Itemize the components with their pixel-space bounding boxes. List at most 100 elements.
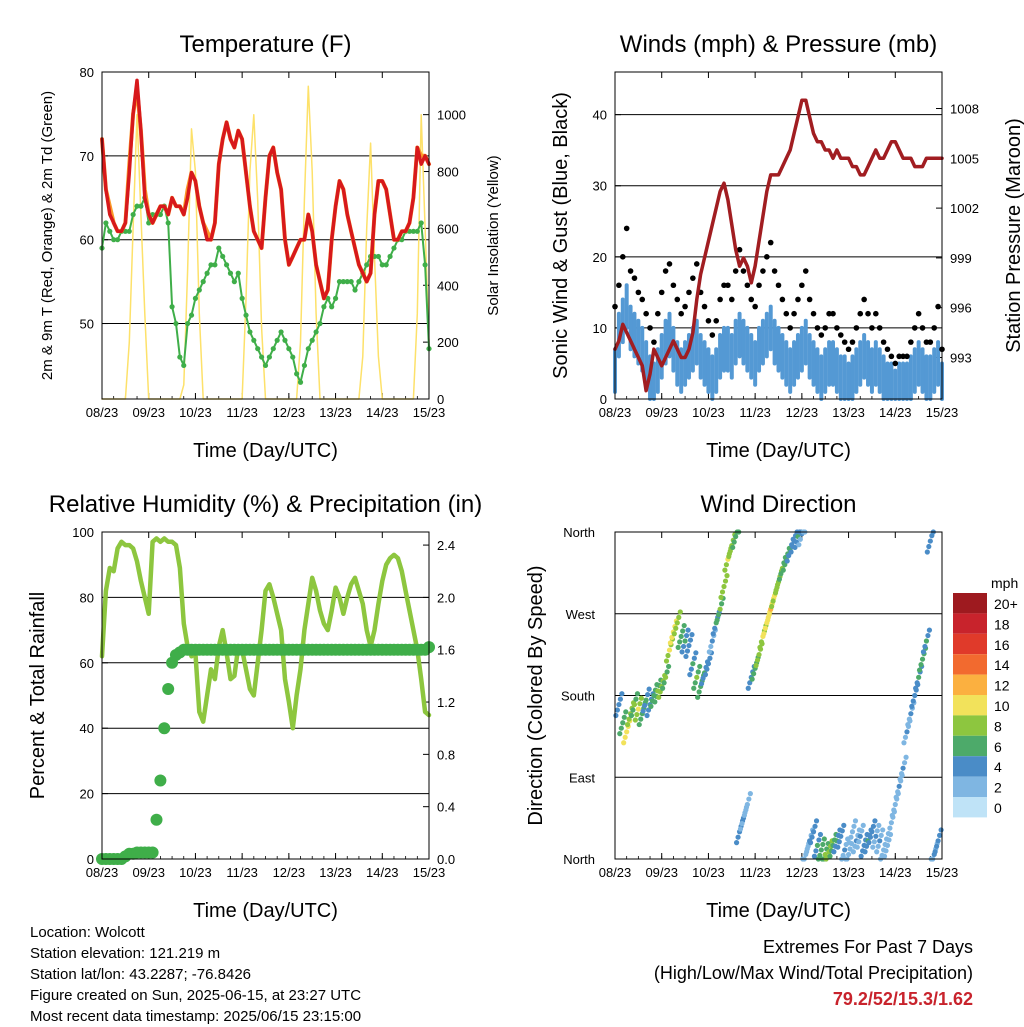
direction-point (733, 840, 740, 846)
gust-point (919, 325, 926, 331)
created-text: Figure created on Sun, 2025-06-15, at 23… (30, 987, 362, 1004)
colorbar-label: 18 (994, 616, 1010, 632)
direction-point (689, 632, 695, 638)
direction-point (690, 661, 696, 667)
direction-point (841, 822, 847, 828)
direction-point (702, 672, 709, 678)
direction-point (693, 650, 699, 656)
direction-point (867, 834, 874, 840)
direction-point (675, 644, 681, 650)
direction-point (880, 827, 886, 833)
x-tick-label: 13/23 (319, 405, 352, 420)
direction-point (835, 844, 841, 850)
direction-point (614, 707, 620, 713)
direction-point (908, 711, 914, 717)
direction-point (646, 686, 652, 692)
y-right-tick-label: 1.2 (437, 695, 455, 710)
gust-point (721, 282, 727, 289)
y-tick-label: 10 (593, 321, 607, 336)
gust-point (713, 318, 720, 324)
panel-title: Temperature (F) (179, 31, 351, 58)
direction-point (735, 834, 741, 840)
y-right-tick-label: 1005 (950, 151, 979, 166)
direction-point (872, 818, 878, 824)
y-right-tick-label: 2.0 (437, 590, 455, 605)
y-tick-label: 40 (593, 108, 607, 123)
extremes-subtitle: (High/Low/Max Wind/Total Precipitation) (653, 963, 973, 983)
direction-point (870, 823, 877, 829)
x-tick-label: 12/23 (273, 865, 306, 880)
gust-point (674, 296, 681, 303)
direction-point (619, 691, 625, 697)
direction-point (892, 801, 898, 808)
direction-point (920, 649, 927, 655)
direction-point (891, 807, 897, 813)
direction-point (831, 849, 837, 855)
series-2m-temp-line (100, 78, 431, 301)
x-tick-label: 09/23 (132, 405, 165, 420)
panel-title: Wind Direction (700, 491, 856, 518)
direction-point (818, 847, 824, 853)
direction-point (913, 685, 919, 691)
y-tick-label: 20 (80, 787, 94, 802)
direction-point (686, 642, 692, 649)
x-tick-label: 13/23 (832, 865, 865, 880)
direction-point (643, 697, 649, 703)
direction-point (617, 696, 623, 702)
direction-point (644, 712, 650, 719)
direction-point (692, 680, 698, 686)
direction-point (766, 612, 772, 618)
colorbar-swatch (953, 715, 987, 736)
gust-point (682, 303, 688, 310)
y-tick-label: 0 (87, 852, 94, 867)
gust-point (810, 310, 817, 317)
direction-point (676, 614, 682, 620)
colorbar-swatch (953, 776, 987, 797)
x-tick-label: 13/23 (319, 865, 352, 880)
colorbar-label: 10 (994, 698, 1010, 714)
direction-point (697, 663, 703, 670)
y-right-tick-label: 600 (437, 221, 459, 236)
direction-point (895, 789, 901, 795)
direction-point (859, 828, 865, 834)
gust-point (623, 225, 630, 232)
gust-point (775, 282, 782, 289)
gust-point (861, 296, 867, 303)
direction-point (661, 680, 667, 686)
gust-point (908, 339, 914, 345)
gust-point (880, 339, 887, 345)
gust-point (795, 296, 801, 303)
direction-point (634, 711, 640, 718)
gust-point (647, 325, 653, 331)
direction-point (901, 760, 908, 766)
direction-point (885, 830, 891, 837)
direction-point (721, 583, 727, 590)
x-tick-label: 14/23 (366, 865, 399, 880)
x-axis-label: Time (Day/UTC) (706, 440, 851, 462)
gust-point (853, 325, 860, 331)
y-tick-label: North (563, 525, 595, 540)
direction-point (616, 701, 622, 708)
direction-point (906, 716, 912, 722)
colorbar-swatch (953, 593, 987, 614)
direction-point (722, 578, 729, 584)
gust-point (748, 296, 755, 303)
direction-point (682, 638, 688, 644)
direction-point (696, 689, 702, 695)
gust-point (911, 325, 918, 331)
direction-point (874, 849, 880, 855)
direction-point (866, 840, 872, 846)
direction-point (796, 542, 802, 548)
extremes-box: Extremes For Past 7 Days (High/Low/Max W… (654, 934, 973, 1012)
direction-point (877, 838, 883, 844)
direction-point (680, 628, 686, 634)
series-pressure-line (613, 98, 944, 393)
latlon-text: Station lat/lon: 43.2287; -76.8426 (30, 966, 252, 983)
direction-point (817, 831, 824, 838)
y-tick-label: 30 (593, 179, 607, 194)
direction-point (925, 632, 931, 639)
direction-point (869, 829, 875, 835)
direction-point (850, 849, 856, 855)
direction-point (678, 633, 684, 640)
direction-point (821, 836, 827, 842)
